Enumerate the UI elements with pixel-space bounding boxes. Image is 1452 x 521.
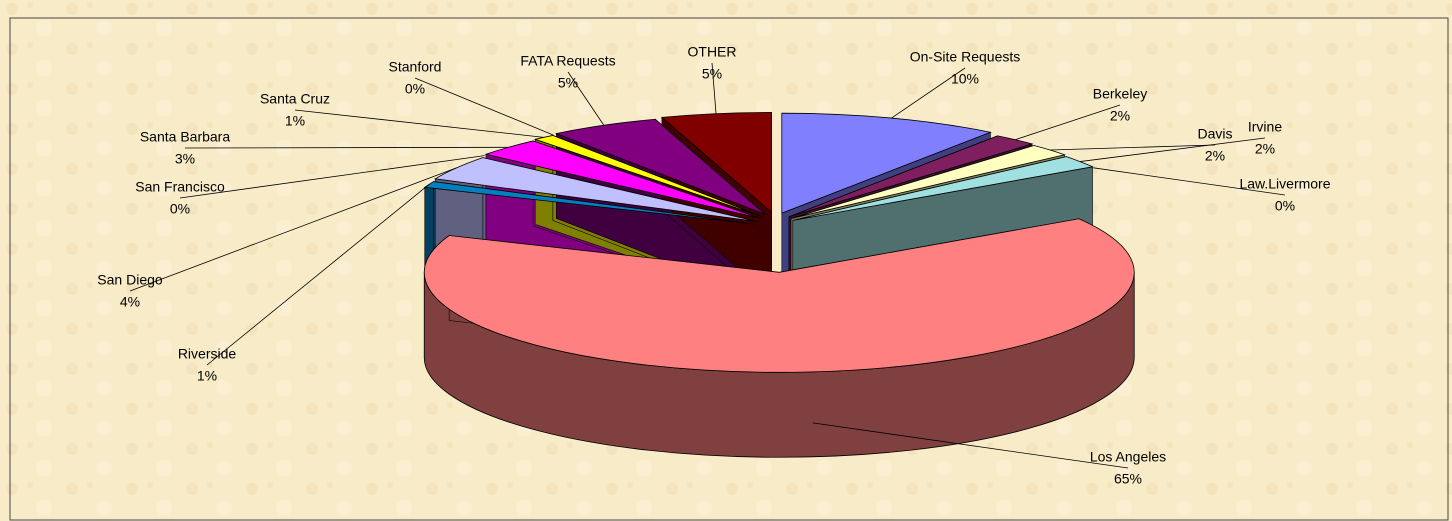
leader-line — [1093, 167, 1286, 196]
category-label: On-Site Requests — [910, 49, 1021, 65]
value-label: 2% — [1110, 108, 1130, 124]
value-label: 0% — [170, 201, 190, 217]
slice — [660, 112, 772, 214]
slice — [423, 218, 1135, 373]
category-label: Berkeley — [1093, 86, 1147, 102]
category-label: Los Angeles — [1090, 449, 1166, 465]
value-label: 2% — [1205, 148, 1225, 164]
leader-line — [414, 77, 554, 136]
value-label: 10% — [951, 71, 979, 87]
leader-line — [567, 71, 605, 126]
plot-frame — [9, 17, 1449, 521]
category-label: FATA Requests — [520, 53, 615, 69]
slice — [533, 135, 762, 217]
category-label: San Francisco — [135, 179, 225, 195]
slice — [781, 112, 992, 214]
value-label: 1% — [197, 368, 217, 384]
leader-line — [206, 184, 430, 366]
slice — [792, 156, 1094, 221]
value-label: 0% — [1275, 198, 1295, 214]
category-label: Santa Barbara — [140, 129, 230, 145]
category-label: Santa Cruz — [260, 91, 330, 107]
leader-line — [179, 155, 485, 199]
leader-line — [1015, 104, 1121, 141]
leader-line — [1049, 144, 1216, 151]
slice — [484, 140, 760, 219]
leader-line — [812, 422, 1129, 469]
value-label: 65% — [1114, 471, 1142, 487]
leader-line — [184, 146, 509, 149]
leader-line — [1079, 137, 1266, 162]
category-label: Davis — [1197, 126, 1232, 142]
value-label: 5% — [558, 75, 578, 91]
value-label: 2% — [1255, 141, 1275, 157]
value-label: 3% — [175, 151, 195, 167]
category-label: Stanford — [389, 59, 442, 75]
value-label: 5% — [702, 66, 722, 82]
leader-line — [891, 67, 966, 119]
category-label: Law.Livermore — [1239, 176, 1330, 192]
leader-line — [129, 167, 457, 292]
category-label: San Diego — [97, 272, 163, 288]
slice — [423, 181, 755, 225]
leader-line — [711, 62, 717, 114]
category-label: Irvine — [1248, 119, 1282, 135]
value-label: 0% — [405, 81, 425, 97]
value-label: 1% — [285, 113, 305, 129]
leader-line — [294, 109, 544, 138]
category-label: Riverside — [178, 346, 237, 362]
slice — [790, 145, 1067, 219]
value-label: 4% — [120, 294, 140, 310]
category-label: OTHER — [688, 44, 737, 60]
